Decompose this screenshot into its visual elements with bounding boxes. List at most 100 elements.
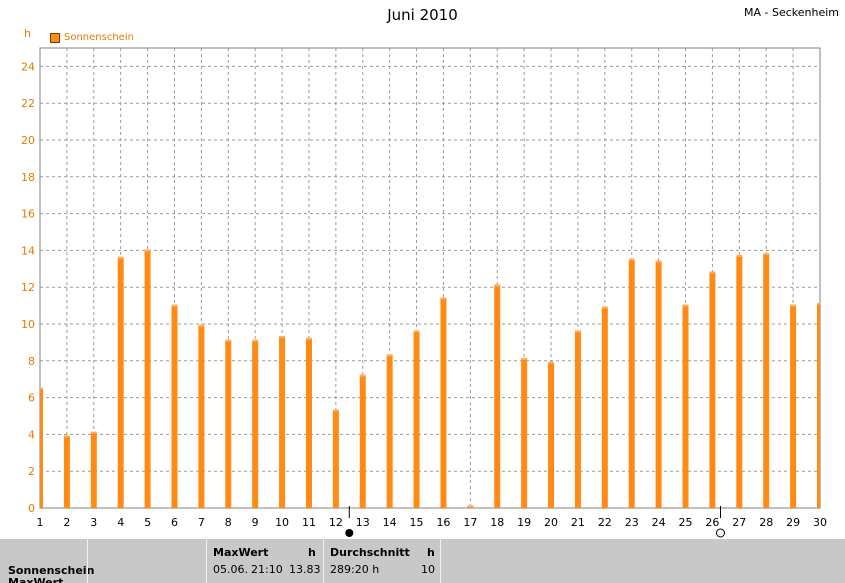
bar-cap — [682, 304, 689, 307]
footer-divider — [323, 539, 324, 583]
bar-cap — [279, 335, 286, 338]
bar-cap — [440, 297, 447, 300]
bar — [305, 338, 312, 508]
x-tick-label: 20 — [544, 516, 558, 529]
footer-divider — [87, 539, 88, 583]
x-tick-label: 14 — [383, 516, 397, 529]
x-tick-label: 1 — [37, 516, 44, 529]
legend-label: Sonnenschein — [64, 32, 134, 43]
x-tick-label: 10 — [275, 516, 289, 529]
bar — [574, 331, 581, 508]
y-tick-label: 16 — [21, 208, 35, 221]
bar-cap — [252, 339, 259, 342]
x-tick-label: 21 — [571, 516, 585, 529]
bar — [655, 261, 662, 508]
new-moon-icon — [715, 528, 725, 538]
avg-header: Durchschnitt — [330, 546, 410, 559]
bar — [40, 388, 43, 508]
full-moon-icon — [345, 529, 354, 537]
x-tick-label: 12 — [329, 516, 343, 529]
x-tick-label: 8 — [225, 516, 232, 529]
bar-cap — [144, 249, 151, 252]
bar-cap — [386, 354, 393, 357]
bar-cap — [225, 339, 232, 342]
avg-unit: h — [427, 546, 435, 559]
bar — [817, 303, 820, 508]
x-tick-label: 7 — [198, 516, 205, 529]
bar — [628, 259, 635, 508]
bar — [279, 336, 286, 508]
bar — [198, 325, 205, 508]
x-tick-label: 11 — [302, 516, 316, 529]
bar-cap — [521, 357, 528, 360]
bar-cap — [736, 254, 743, 257]
y-tick-label: 10 — [21, 318, 35, 331]
bar — [601, 307, 608, 508]
bar-cap — [790, 304, 797, 307]
bar — [90, 432, 97, 508]
y-tick-label: 22 — [21, 97, 35, 110]
bar-cap — [494, 284, 501, 287]
bar — [763, 254, 770, 508]
bar-cap — [171, 304, 178, 307]
bar-cap — [305, 337, 312, 340]
x-tick-label: 4 — [117, 516, 124, 529]
plot-frame — [39, 47, 821, 509]
bar-cap — [763, 253, 770, 256]
bar-cap — [628, 258, 635, 261]
footer-row-label: Sonnenschein — [8, 564, 95, 577]
x-tick-label: 2 — [63, 516, 70, 529]
bar-cap — [467, 505, 474, 508]
chart-title: Juni 2010 — [387, 6, 458, 24]
x-tick-label: 5 — [144, 516, 151, 529]
bar — [225, 340, 232, 508]
y-tick-label: 18 — [21, 171, 35, 184]
y-tick-label: 24 — [21, 60, 35, 73]
bar — [736, 255, 743, 508]
legend: Sonnenschein — [50, 32, 134, 43]
summary-footer: Sonnenschein MaxWert MaxWert h 05.06. 21… — [0, 539, 845, 583]
x-tick-label: 19 — [517, 516, 531, 529]
bar — [144, 250, 151, 508]
max-header: MaxWert — [213, 546, 269, 559]
bar-cap — [709, 271, 716, 274]
bar-cap — [413, 330, 420, 333]
bar — [709, 272, 716, 508]
bar-cap — [817, 302, 820, 305]
x-tick-label: 13 — [356, 516, 370, 529]
bar — [63, 436, 70, 508]
footer-divider — [440, 539, 441, 583]
bar — [117, 257, 124, 508]
bar — [171, 305, 178, 508]
bar — [252, 340, 259, 508]
avg-total: 289:20 h — [330, 563, 380, 576]
bar-cap — [601, 306, 608, 309]
max-value: 13.83 — [289, 563, 321, 576]
bar-cap — [63, 435, 70, 438]
bar — [440, 298, 447, 508]
bar-cap — [40, 387, 43, 390]
y-tick-label: 0 — [28, 502, 35, 515]
bar-cap — [548, 361, 555, 364]
legend-swatch — [50, 32, 60, 43]
x-tick-label: 18 — [490, 516, 504, 529]
x-tick-label: 22 — [598, 516, 612, 529]
max-time: 21:10 — [251, 563, 283, 576]
y-tick-label: 2 — [28, 465, 35, 478]
x-tick-label: 30 — [813, 516, 827, 529]
bar-cap — [332, 409, 339, 412]
bar — [494, 285, 501, 508]
avg-value: 10 — [421, 563, 435, 576]
bar-cap — [574, 330, 581, 333]
footer-divider — [206, 539, 207, 583]
x-tick-label: 28 — [759, 516, 773, 529]
y-tick-label: 12 — [21, 281, 35, 294]
bar — [332, 410, 339, 508]
y-tick-label: 14 — [21, 244, 35, 257]
bar — [682, 305, 689, 508]
bar-cap — [655, 260, 662, 263]
bar — [413, 331, 420, 508]
max-date: 05.06. — [213, 563, 248, 576]
x-tick-label: 24 — [652, 516, 666, 529]
